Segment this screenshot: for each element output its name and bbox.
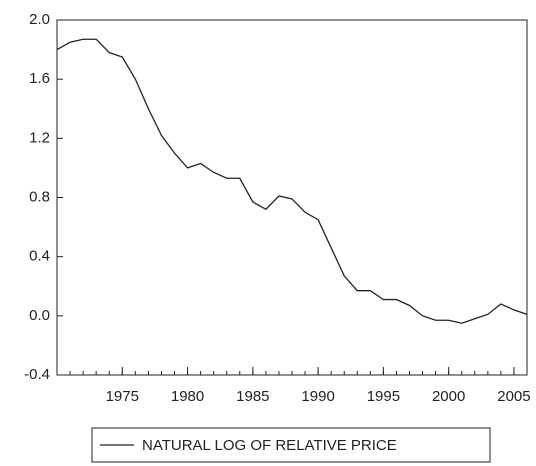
x-tick-label: 1980	[171, 388, 204, 405]
y-tick-label: 1.6	[29, 70, 50, 87]
x-tick-label: 1995	[367, 388, 400, 405]
x-tick-label: 1990	[301, 388, 334, 405]
data-line	[56, 38, 528, 324]
y-tick-label: 0.0	[29, 307, 50, 324]
y-tick-label: 2.0	[29, 11, 50, 28]
x-tick-label: 2000	[432, 388, 465, 405]
x-tick-label: 1985	[236, 388, 269, 405]
legend-label: NATURAL LOG OF RELATIVE PRICE	[142, 437, 397, 454]
y-tick-label: 1.2	[29, 129, 50, 146]
x-tick-label: 1975	[106, 388, 139, 405]
y-tick-label: 0.4	[29, 248, 50, 265]
y-tick-label: -0.4	[24, 366, 50, 383]
y-tick-label: 0.8	[29, 188, 50, 205]
legend-box	[91, 427, 491, 463]
x-tick-label: 2005	[497, 388, 530, 405]
